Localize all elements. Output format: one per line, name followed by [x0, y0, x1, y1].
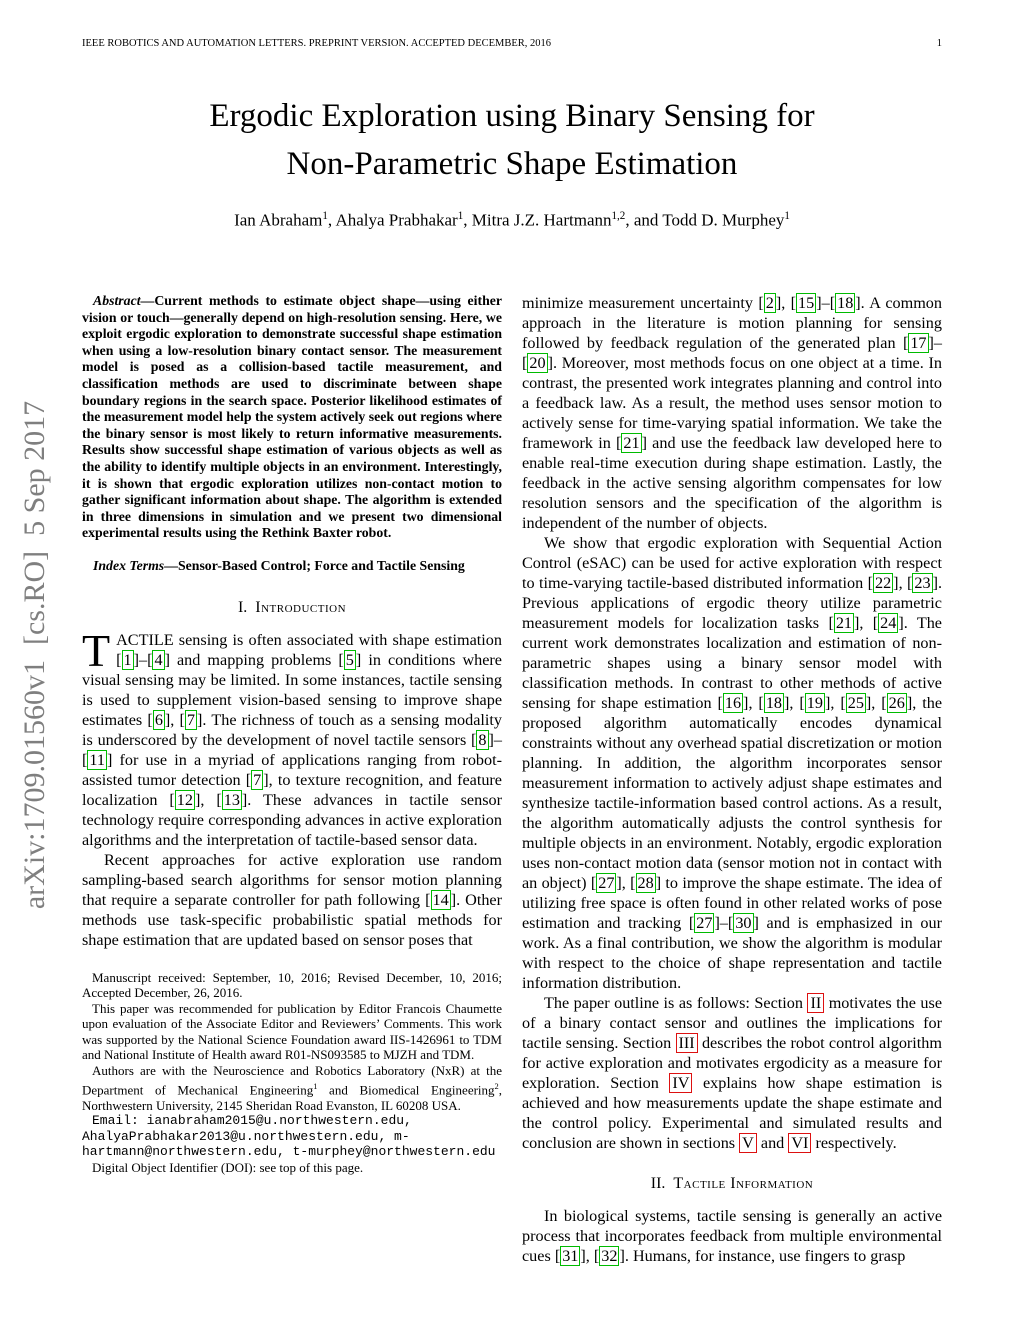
superscript: 1: [457, 210, 464, 222]
section-link[interactable]: II: [807, 993, 825, 1013]
citation-link[interactable]: 23: [912, 573, 933, 593]
footnote-doi: Digital Object Identifier (DOI): see top…: [92, 1159, 364, 1175]
section-heading-tactile-information: II. Tactile Information: [522, 1175, 942, 1193]
citation-link[interactable]: 28: [635, 873, 656, 893]
citation-link[interactable]: 31: [560, 1246, 581, 1266]
superscript: 1: [313, 1080, 318, 1091]
superscript: 1,2: [611, 210, 626, 222]
citation-link[interactable]: 11: [87, 749, 107, 770]
citation-link[interactable]: 14: [430, 889, 451, 910]
citation-link[interactable]: 12: [174, 789, 195, 810]
section-link[interactable]: V: [739, 1133, 757, 1153]
citation-link[interactable]: 13: [221, 789, 242, 810]
footnote-affiliation: Authors are with the Neuroscience and Ro…: [82, 1063, 502, 1113]
index-terms-lead: Index Terms: [93, 557, 165, 573]
citation-link[interactable]: 24: [878, 613, 899, 633]
citation-link[interactable]: 25: [845, 693, 866, 713]
section-link[interactable]: III: [675, 1033, 698, 1053]
right-paragraph-2: We show that ergodic exploration with Se…: [522, 534, 943, 992]
running-header: IEEE ROBOTICS AND AUTOMATION LETTERS. PR…: [82, 38, 942, 49]
abstract-lead: Abstract: [93, 293, 141, 308]
citation-link[interactable]: 27: [694, 913, 715, 933]
citation-link[interactable]: 32: [599, 1246, 620, 1266]
citation-link[interactable]: 8: [476, 729, 489, 750]
section-number: I.: [237, 598, 248, 616]
citation-link[interactable]: 26: [886, 693, 907, 713]
superscript: 1: [784, 210, 790, 222]
citation-link[interactable]: 2: [763, 293, 776, 313]
citation-link[interactable]: 16: [722, 693, 744, 713]
citation-link[interactable]: 22: [872, 573, 894, 593]
right-column: minimize measurement uncertainty [2], [1…: [522, 293, 942, 1266]
citation-link[interactable]: 19: [804, 693, 825, 713]
intro-paragraph-2: Recent approaches for active exploration…: [82, 850, 503, 949]
citation-link[interactable]: 21: [833, 613, 855, 633]
section-link[interactable]: VI: [788, 1133, 812, 1153]
superscript: 1: [322, 210, 328, 222]
section-title: Tactile Information: [673, 1175, 814, 1192]
section-heading-introduction: I. Introduction: [82, 599, 502, 617]
citation-link[interactable]: 5: [343, 649, 356, 670]
page-number: 1: [936, 38, 942, 49]
title-block: Ergodic Exploration using Binary Sensing…: [82, 92, 942, 231]
section-title: Introduction: [255, 598, 347, 616]
drop-cap: T: [82, 624, 111, 676]
citation-link[interactable]: 17: [908, 333, 929, 353]
citation-link[interactable]: 18: [835, 293, 856, 313]
two-column-body: Abstract—Current methods to estimate obj…: [82, 293, 942, 1266]
citation-link[interactable]: 20: [527, 353, 548, 373]
intro-paragraph-1-text: ACTILE sensing is often associated with …: [82, 630, 502, 849]
right-paragraph-3: The paper outline is as follows: Section…: [522, 993, 942, 1153]
right-paragraph-4: In biological systems, tactile sensing i…: [522, 1207, 942, 1266]
right-paragraph-1: minimize measurement uncertainty [2], [1…: [522, 293, 942, 532]
paper-title-line1: Ergodic Exploration using Binary Sensing…: [209, 98, 815, 134]
citation-link[interactable]: 18: [763, 693, 784, 713]
citation-link[interactable]: 15: [796, 293, 817, 313]
citation-link[interactable]: 7: [184, 709, 198, 730]
citation-link[interactable]: 7: [251, 769, 264, 790]
footnote-block: Manuscript received: September, 10, 2016…: [82, 970, 502, 1176]
abstract-text: —Current methods to estimate object shap…: [82, 293, 502, 541]
section-link[interactable]: IV: [669, 1073, 693, 1093]
arxiv-watermark: arXiv:1709.01560v1 [cs.RO] 5 Sep 2017: [18, 400, 51, 910]
citation-link[interactable]: 27: [596, 873, 617, 893]
abstract-paragraph: Abstract—Current methods to estimate obj…: [82, 293, 502, 542]
citation-link[interactable]: 21: [621, 433, 642, 453]
citation-link[interactable]: 4: [152, 649, 165, 670]
citation-link[interactable]: 30: [733, 913, 754, 933]
paper-title-line2: Non-Parametric Shape Estimation: [286, 146, 738, 182]
section-number: II.: [650, 1175, 666, 1192]
author-line: Ian Abraham1, Ahalya Prabhakar1, Mitra J…: [234, 210, 790, 230]
paper-title: Ergodic Exploration using Binary Sensing…: [82, 92, 942, 188]
footnote-acknowledgment: This paper was recommended for publicati…: [82, 1000, 502, 1063]
left-column: Abstract—Current methods to estimate obj…: [82, 293, 502, 1266]
citation-link[interactable]: 1: [121, 649, 134, 670]
index-terms-text: —Sensor-Based Control; Force and Tactile…: [164, 557, 465, 573]
superscript: 2: [494, 1080, 499, 1091]
index-terms-paragraph: Index Terms—Sensor-Based Control; Force …: [82, 558, 502, 575]
journal-line: IEEE ROBOTICS AND AUTOMATION LETTERS. PR…: [82, 38, 552, 49]
footnote-manuscript: Manuscript received: September, 10, 2016…: [82, 969, 502, 1001]
footnote-emails: Email: ianabraham2015@u.northwestern.edu…: [82, 1113, 496, 1160]
citation-link[interactable]: 6: [152, 709, 165, 730]
intro-paragraph-1: T ACTILE sensing is often associated with…: [82, 624, 502, 850]
